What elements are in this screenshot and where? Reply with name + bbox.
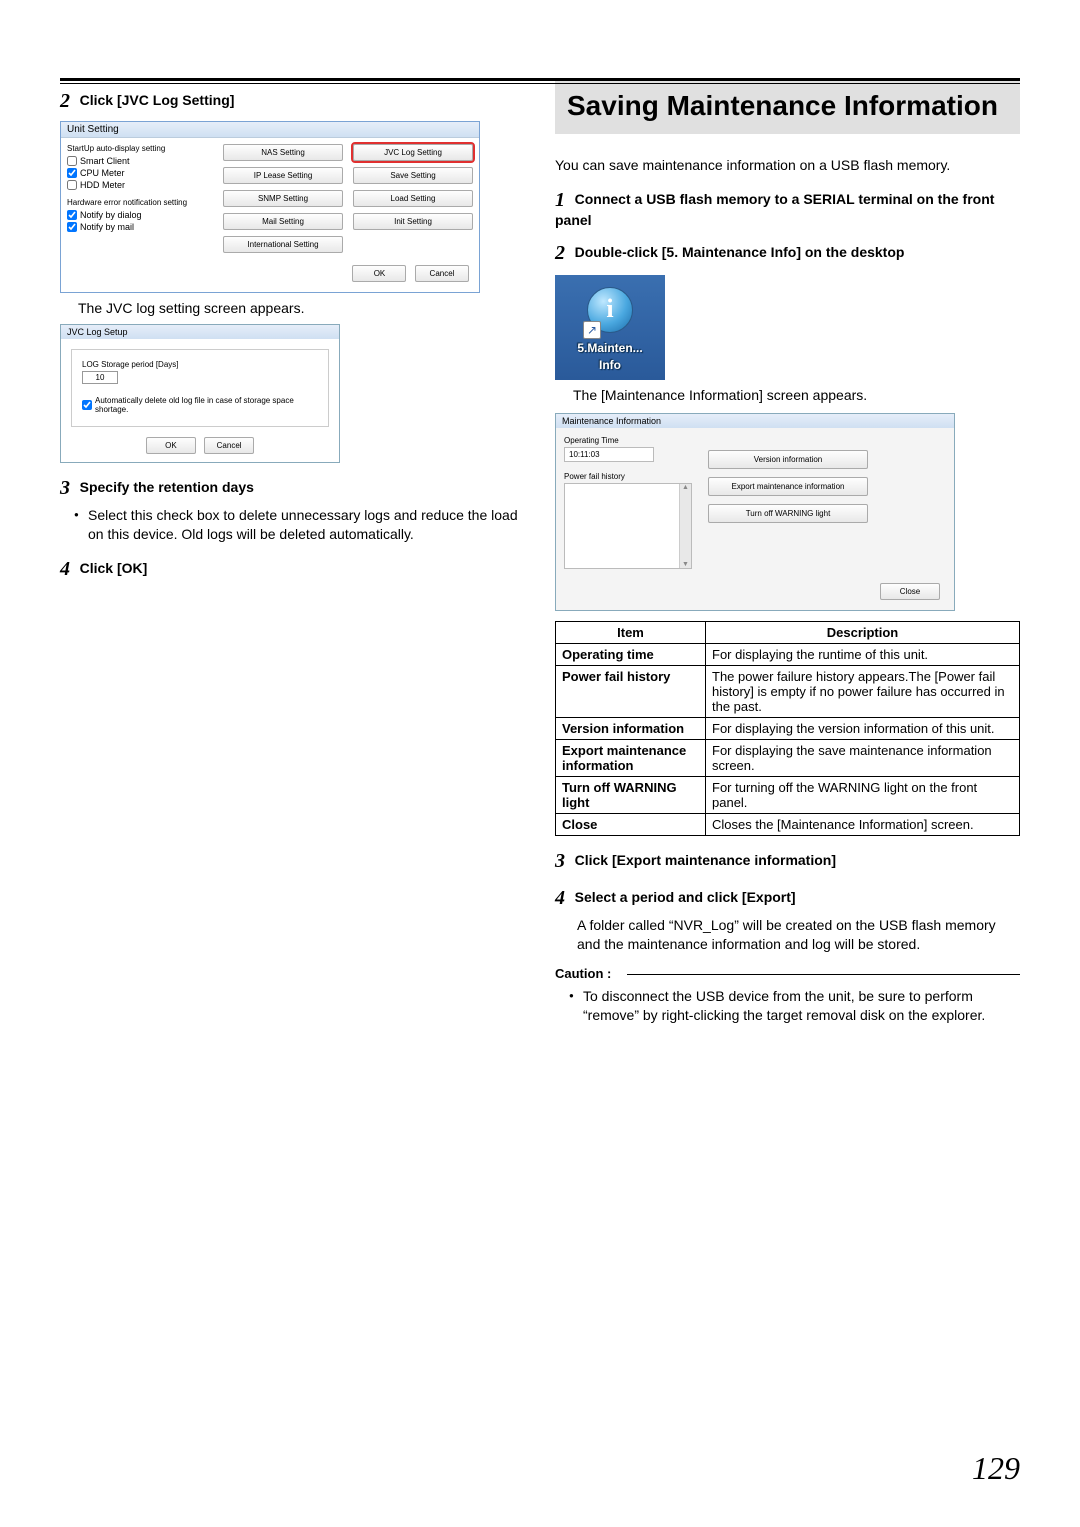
table-row: Operating time xyxy=(556,644,706,666)
r-step-1-num: 1 xyxy=(555,189,565,211)
table-cell: For displaying the runtime of this unit. xyxy=(706,644,1020,666)
snmp-setting-button[interactable]: SNMP Setting xyxy=(223,190,343,207)
step-4-text: Click [OK] xyxy=(80,560,148,576)
step-2-text: Click [JVC Log Setting] xyxy=(80,92,235,108)
table-row: Turn off WARNING light xyxy=(556,777,706,814)
table-row: Power fail history xyxy=(556,666,706,718)
intro-text: You can save maintenance information on … xyxy=(555,156,1020,175)
unit-cancel-button[interactable]: Cancel xyxy=(415,265,469,282)
after-icon-text: The [Maintenance Information] screen app… xyxy=(573,386,1020,405)
notify-dialog-label: Notify by dialog xyxy=(80,210,142,220)
r-step-2: 2 Double-click [5. Maintenance Info] on … xyxy=(555,242,1020,265)
step-2-num: 2 xyxy=(60,90,70,112)
log-storage-label: LOG Storage period [Days] xyxy=(82,360,318,369)
table-cell: The power failure history appears.The [P… xyxy=(706,666,1020,718)
log-ok-button[interactable]: OK xyxy=(146,437,196,454)
log-storage-input[interactable] xyxy=(82,371,118,384)
notify-mail-label: Notify by mail xyxy=(80,222,134,232)
shortcut-arrow-icon: ↗ xyxy=(583,321,601,339)
icon-label-line2: Info xyxy=(563,359,657,372)
caution-bullet: To disconnect the USB device from the un… xyxy=(555,987,1020,1025)
left-column: 2 Click [JVC Log Setting] Unit Setting S… xyxy=(60,80,525,1025)
r-step-4-body: A folder called “NVR_Log” will be create… xyxy=(577,916,1020,954)
r-step-1: 1 Connect a USB flash memory to a SERIAL… xyxy=(555,189,1020,228)
jvc-log-setting-button[interactable]: JVC Log Setting xyxy=(353,144,473,161)
unit-setting-dialog: Unit Setting StartUp auto-display settin… xyxy=(60,121,480,293)
auto-delete-checkbox[interactable] xyxy=(82,400,92,410)
step-3: 3 Specify the retention days xyxy=(60,477,525,500)
table-cell: Closes the [Maintenance Information] scr… xyxy=(706,814,1020,836)
table-row: Version information xyxy=(556,718,706,740)
step-4-num: 4 xyxy=(60,558,70,580)
description-table: Item Description Operating timeFor displ… xyxy=(555,621,1020,836)
version-info-button[interactable]: Version information xyxy=(708,450,868,469)
r-step-4-text: Select a period and click [Export] xyxy=(575,889,796,905)
unit-setting-title: Unit Setting xyxy=(61,122,479,138)
scrollbar[interactable] xyxy=(679,484,691,568)
jvc-log-setup-title: JVC Log Setup xyxy=(61,325,339,339)
step-2: 2 Click [JVC Log Setting] xyxy=(60,90,525,113)
table-header-desc: Description xyxy=(706,622,1020,644)
maintenance-info-dialog: Maintenance Information Operating Time 1… xyxy=(555,413,955,611)
save-setting-button[interactable]: Save Setting xyxy=(353,167,473,184)
caution-heading: Caution : xyxy=(555,966,1020,981)
hdd-meter-label: HDD Meter xyxy=(80,180,125,190)
table-cell: For turning off the WARNING light on the… xyxy=(706,777,1020,814)
r-step-4-num: 4 xyxy=(555,887,565,909)
operating-time-value: 10:11:03 xyxy=(564,447,654,462)
section-heading: Saving Maintenance Information xyxy=(555,80,1020,134)
unit-after-text: The JVC log setting screen appears. xyxy=(78,299,525,318)
r-step-2-text: Double-click [5. Maintenance Info] on th… xyxy=(575,244,905,260)
hdd-meter-checkbox[interactable] xyxy=(67,180,77,190)
mail-setting-button[interactable]: Mail Setting xyxy=(223,213,343,230)
cpu-meter-label: CPU Meter xyxy=(80,168,125,178)
operating-time-label: Operating Time xyxy=(564,436,694,445)
right-column: Saving Maintenance Information You can s… xyxy=(555,80,1020,1025)
table-row: Export maintenance information xyxy=(556,740,706,777)
step-4: 4 Click [OK] xyxy=(60,558,525,581)
desktop-icon[interactable]: ↗ 5.Mainten... Info xyxy=(555,275,665,380)
auto-delete-label: Automatically delete old log file in cas… xyxy=(95,396,318,414)
top-rule xyxy=(60,78,1020,84)
table-row: Close xyxy=(556,814,706,836)
power-fail-listbox[interactable] xyxy=(564,483,692,569)
unit-ok-button[interactable]: OK xyxy=(352,265,406,282)
init-setting-button[interactable]: Init Setting xyxy=(353,213,473,230)
table-header-item: Item xyxy=(556,622,706,644)
step-3-num: 3 xyxy=(60,477,70,499)
smart-client-label: Smart Client xyxy=(80,156,130,166)
hw-error-label: Hardware error notification setting xyxy=(67,198,217,207)
notify-mail-checkbox[interactable] xyxy=(67,222,77,232)
r-step-3-text: Click [Export maintenance information] xyxy=(575,852,836,868)
cpu-meter-checkbox[interactable] xyxy=(67,168,77,178)
page: 2 Click [JVC Log Setting] Unit Setting S… xyxy=(0,0,1080,1065)
step-3-text: Specify the retention days xyxy=(80,479,254,495)
load-setting-button[interactable]: Load Setting xyxy=(353,190,473,207)
nas-setting-button[interactable]: NAS Setting xyxy=(223,144,343,161)
icon-label-line1: 5.Mainten... xyxy=(563,342,657,355)
notify-dialog-checkbox[interactable] xyxy=(67,210,77,220)
maintenance-close-button[interactable]: Close xyxy=(880,583,940,600)
r-step-3-num: 3 xyxy=(555,850,565,872)
power-fail-label: Power fail history xyxy=(564,472,694,481)
r-step-4: 4 Select a period and click [Export] xyxy=(555,887,1020,910)
log-cancel-button[interactable]: Cancel xyxy=(204,437,254,454)
step-3-bullet: Select this check box to delete unnecess… xyxy=(60,506,525,544)
r-step-3: 3 Click [Export maintenance information] xyxy=(555,850,1020,873)
page-number: 129 xyxy=(972,1450,1020,1487)
table-cell: For displaying the save maintenance info… xyxy=(706,740,1020,777)
turn-off-warning-button[interactable]: Turn off WARNING light xyxy=(708,504,868,523)
r-step-2-num: 2 xyxy=(555,242,565,264)
ip-lease-setting-button[interactable]: IP Lease Setting xyxy=(223,167,343,184)
maintenance-info-title: Maintenance Information xyxy=(556,414,954,428)
startup-label: StartUp auto-display setting xyxy=(67,144,217,153)
r-step-1-text: Connect a USB flash memory to a SERIAL t… xyxy=(555,191,994,228)
jvc-log-setup-dialog: JVC Log Setup LOG Storage period [Days] … xyxy=(60,324,340,463)
international-setting-button[interactable]: International Setting xyxy=(223,236,343,253)
smart-client-checkbox[interactable] xyxy=(67,156,77,166)
table-cell: For displaying the version information o… xyxy=(706,718,1020,740)
export-maintenance-button[interactable]: Export maintenance information xyxy=(708,477,868,496)
